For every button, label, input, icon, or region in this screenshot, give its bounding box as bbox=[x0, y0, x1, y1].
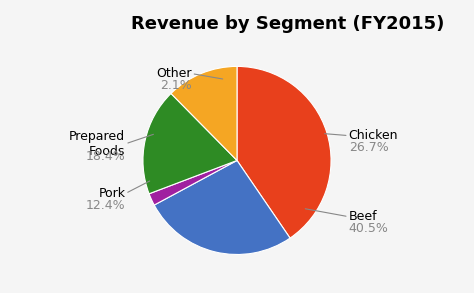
Text: 12.4%: 12.4% bbox=[86, 199, 125, 212]
Text: Other: Other bbox=[156, 67, 191, 80]
Wedge shape bbox=[149, 161, 237, 205]
Text: Chicken: Chicken bbox=[349, 129, 398, 142]
Text: 26.7%: 26.7% bbox=[349, 141, 389, 154]
Text: 40.5%: 40.5% bbox=[349, 222, 389, 236]
Text: Revenue by Segment (FY2015): Revenue by Segment (FY2015) bbox=[131, 15, 445, 33]
Wedge shape bbox=[154, 161, 290, 255]
Wedge shape bbox=[171, 67, 237, 161]
Wedge shape bbox=[237, 67, 331, 238]
Text: Pork: Pork bbox=[98, 187, 125, 200]
Text: 2.1%: 2.1% bbox=[160, 79, 191, 92]
Wedge shape bbox=[143, 93, 237, 194]
Text: Beef: Beef bbox=[349, 210, 377, 223]
Text: Prepared
Foods: Prepared Foods bbox=[69, 130, 125, 158]
Text: 18.4%: 18.4% bbox=[85, 150, 125, 163]
